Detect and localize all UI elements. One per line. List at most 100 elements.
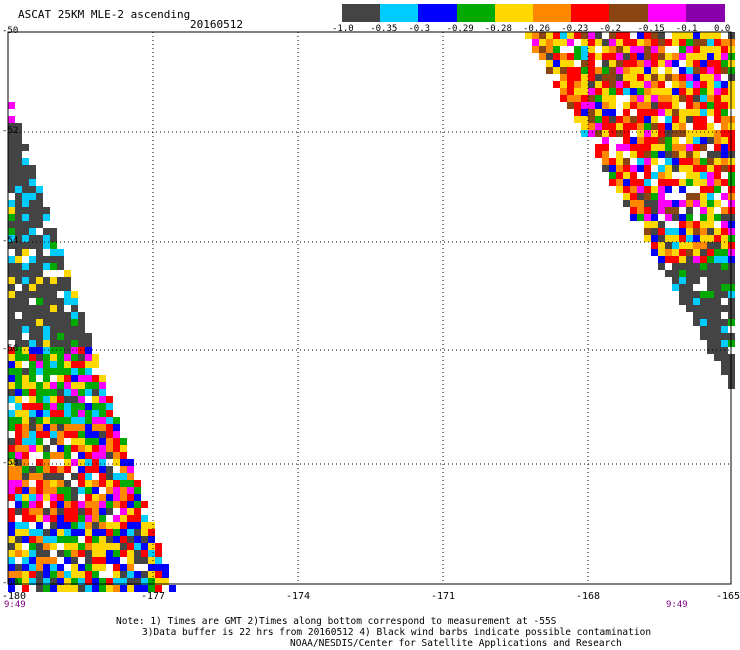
data-cell [71,501,78,508]
longitude-label: -171 [431,591,456,602]
data-cell [672,39,679,46]
data-cell [8,263,15,270]
data-cell [651,144,658,151]
data-cell [78,452,85,459]
data-cell [658,186,665,193]
data-cell [29,242,36,249]
data-cell [36,508,43,515]
data-cell [707,249,714,256]
data-cell [532,46,539,53]
data-cell [78,522,85,529]
colorbar-swatch [494,4,534,22]
data-cell [134,578,141,585]
data-cell [637,74,644,81]
data-cell [106,529,113,536]
data-cell [71,326,78,333]
data-cell [155,543,162,550]
data-cell [609,67,616,74]
data-cell [679,221,686,228]
data-cell [630,95,637,102]
data-cell [85,501,92,508]
data-cell [85,410,92,417]
data-cell [22,193,29,200]
data-cell [651,32,658,39]
data-cell [120,550,127,557]
data-cell [644,88,651,95]
data-cell [672,249,679,256]
data-cell [679,74,686,81]
data-cell [57,361,64,368]
data-cell [630,81,637,88]
data-cell [665,32,672,39]
data-cell [623,193,630,200]
data-cell [588,102,595,109]
data-cell [679,144,686,151]
data-cell [609,88,616,95]
data-cell [630,102,637,109]
data-cell [616,116,623,123]
data-cell [630,88,637,95]
data-cell [602,39,609,46]
data-cell [15,501,22,508]
data-cell [8,536,15,543]
data-cell [595,137,602,144]
data-cell [581,46,588,53]
data-cell [679,277,686,284]
data-cell [36,536,43,543]
data-cell [99,459,106,466]
data-cell [78,438,85,445]
data-cell [155,585,162,592]
data-cell [651,39,658,46]
data-cell [581,109,588,116]
data-cell [588,130,595,137]
data-cell [714,109,721,116]
data-cell [721,53,728,60]
data-cell [546,32,553,39]
data-cell [29,529,36,536]
data-cell [64,494,71,501]
data-cell [85,459,92,466]
data-cell [64,417,71,424]
data-cell [22,487,29,494]
data-cell [700,298,707,305]
data-cell [623,179,630,186]
data-cell [29,305,36,312]
data-cell [721,179,728,186]
data-cell [665,123,672,130]
data-cell [57,494,64,501]
data-cell [57,249,64,256]
data-cell [679,116,686,123]
data-cell [693,53,700,60]
data-cell [616,60,623,67]
data-cell [15,326,22,333]
data-cell [15,431,22,438]
data-cell [616,158,623,165]
data-cell [721,46,728,53]
data-cell [78,431,85,438]
data-cell [714,46,721,53]
data-cell [686,123,693,130]
data-cell [686,88,693,95]
data-cell [106,578,113,585]
data-cell [630,144,637,151]
data-cell [693,214,700,221]
data-cell [127,508,134,515]
data-cell [36,249,43,256]
data-cell [155,550,162,557]
data-cell [714,312,721,319]
data-cell [127,557,134,564]
data-cell [85,452,92,459]
data-cell [616,179,623,186]
data-cell [679,46,686,53]
data-cell [120,515,127,522]
data-cell [78,368,85,375]
data-cell [78,473,85,480]
data-cell [686,235,693,242]
data-cell [36,585,43,592]
data-cell [700,242,707,249]
data-cell [15,522,22,529]
data-cell [92,501,99,508]
data-cell [721,88,728,95]
data-cell [22,417,29,424]
data-cell [686,179,693,186]
